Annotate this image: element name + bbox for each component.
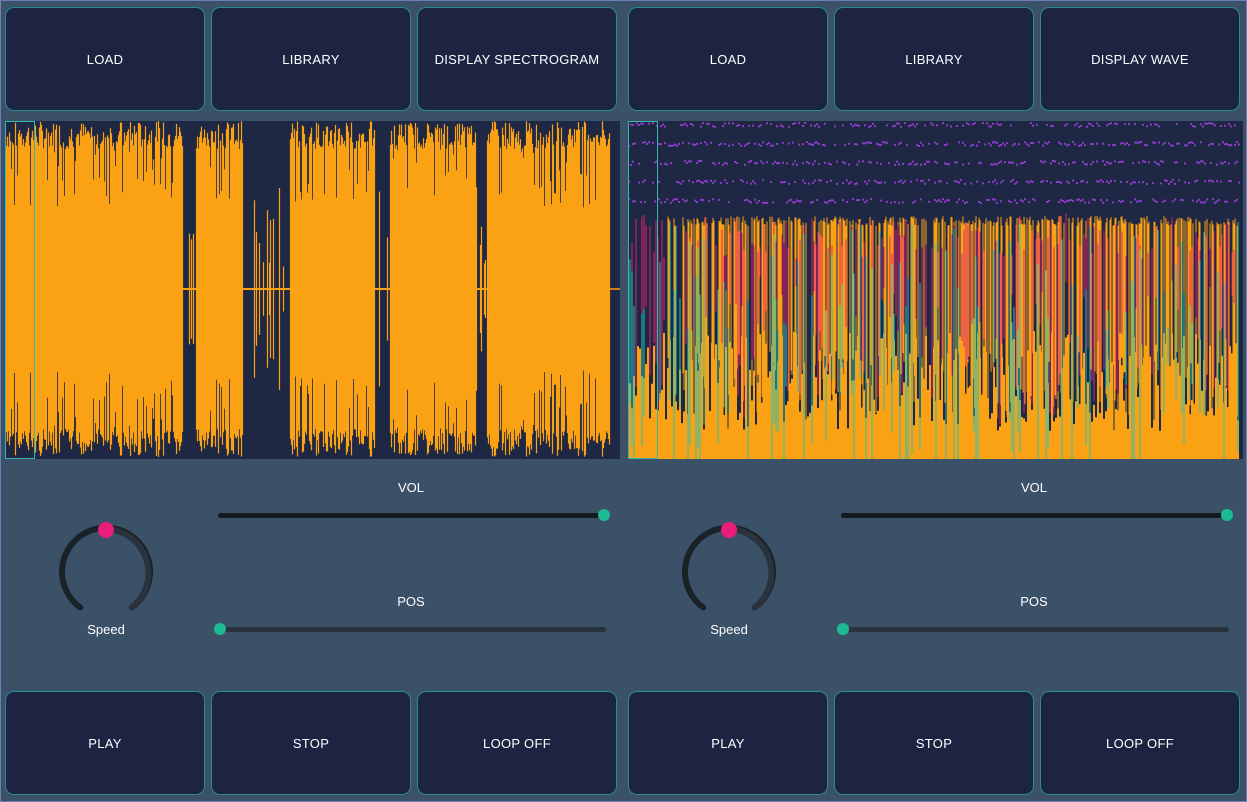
pos-slider[interactable] bbox=[214, 623, 606, 635]
waveform-graphic bbox=[5, 121, 620, 457]
waveform-display[interactable] bbox=[5, 121, 620, 459]
library-button[interactable]: LIBRARY bbox=[834, 7, 1034, 111]
vol-slider[interactable] bbox=[841, 509, 1233, 521]
stop-button[interactable]: STOP bbox=[211, 691, 411, 795]
speed-label: Speed bbox=[710, 622, 748, 637]
pos-slider[interactable] bbox=[837, 623, 1229, 635]
vol-label: VOL bbox=[1020, 480, 1047, 495]
load-button[interactable]: LOAD bbox=[5, 7, 205, 111]
vol-slider-fill bbox=[841, 513, 1227, 518]
display-wave-button[interactable]: DISPLAY WAVE bbox=[1040, 7, 1240, 111]
pos-slider-thumb[interactable] bbox=[214, 623, 226, 635]
display-spectrogram-button[interactable]: DISPLAY SPECTROGRAM bbox=[417, 7, 617, 111]
spectrogram-display[interactable] bbox=[628, 121, 1243, 459]
vol-slider-thumb[interactable] bbox=[598, 509, 610, 521]
speed-label: Speed bbox=[87, 622, 125, 637]
library-button[interactable]: LIBRARY bbox=[211, 7, 411, 111]
pos-label: POS bbox=[1020, 594, 1048, 609]
loop-button[interactable]: LOOP OFF bbox=[1040, 691, 1240, 795]
knob-indicator bbox=[721, 522, 737, 538]
vol-slider-thumb[interactable] bbox=[1221, 509, 1233, 521]
play-button[interactable]: PLAY bbox=[5, 691, 205, 795]
speed-knob[interactable] bbox=[679, 521, 779, 621]
pos-label: POS bbox=[397, 594, 425, 609]
deck-left: LOAD LIBRARY DISPLAY SPECTROGRAM Speed V… bbox=[1, 1, 623, 801]
deck-right: LOAD LIBRARY DISPLAY WAVE Speed VOL POS … bbox=[624, 1, 1246, 801]
vol-slider-fill bbox=[218, 513, 604, 518]
stop-button[interactable]: STOP bbox=[834, 691, 1034, 795]
loop-button[interactable]: LOOP OFF bbox=[417, 691, 617, 795]
pos-slider-thumb[interactable] bbox=[837, 623, 849, 635]
spectrogram-graphic bbox=[628, 121, 1243, 459]
knob-indicator bbox=[98, 522, 114, 538]
vol-slider[interactable] bbox=[218, 509, 610, 521]
play-button[interactable]: PLAY bbox=[628, 691, 828, 795]
load-button[interactable]: LOAD bbox=[628, 7, 828, 111]
vol-label: VOL bbox=[397, 480, 424, 495]
speed-knob[interactable] bbox=[56, 521, 156, 621]
